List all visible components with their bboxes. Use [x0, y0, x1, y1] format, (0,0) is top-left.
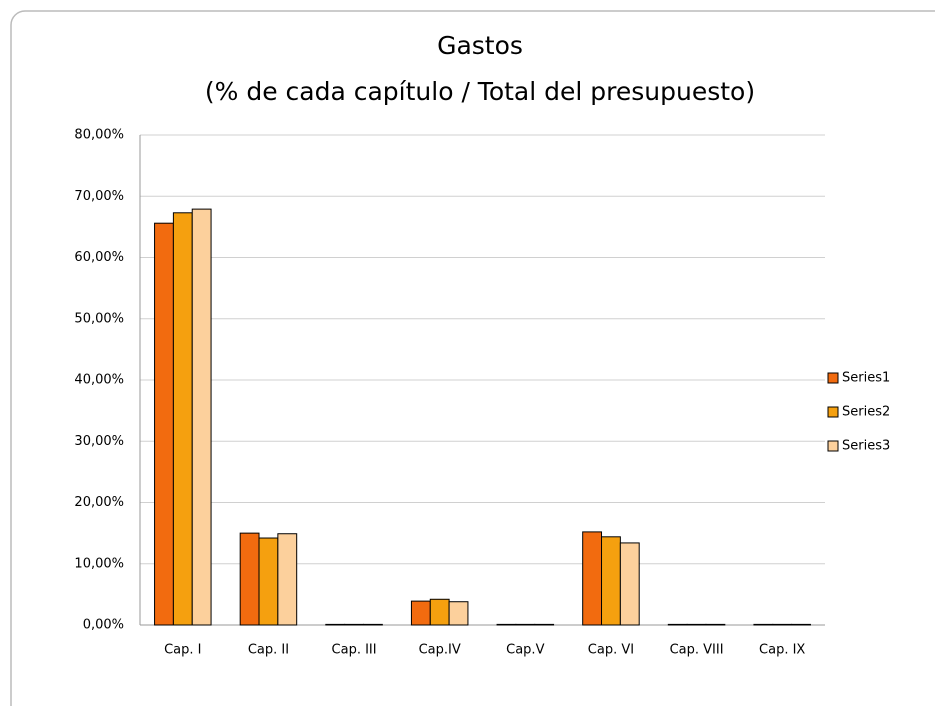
legend-label: Series2 — [842, 405, 890, 420]
bar — [362, 623, 383, 626]
x-tick-label: Cap.V — [506, 643, 544, 658]
bar — [772, 623, 793, 626]
bar — [705, 623, 726, 626]
x-tick-label: Cap. IX — [759, 643, 805, 658]
bar — [619, 542, 640, 626]
bar — [344, 623, 364, 626]
bar — [534, 623, 555, 626]
bar — [496, 623, 517, 626]
y-tick-label: 10,00% — [74, 556, 124, 571]
bar — [515, 623, 536, 626]
y-tick-label: 80,00% — [74, 128, 124, 143]
legend-swatch — [827, 406, 839, 418]
bar — [582, 531, 603, 626]
bar — [753, 623, 774, 626]
bar — [686, 623, 707, 626]
y-tick-label: 20,00% — [74, 495, 124, 510]
x-tick-label: Cap. VIII — [670, 643, 724, 658]
legend-label: Series1 — [842, 371, 890, 386]
x-tick-label: Cap. II — [248, 643, 289, 658]
y-tick-label: 50,00% — [74, 311, 124, 326]
chart-title: Gastos — [437, 31, 523, 60]
y-tick-label: 0,00% — [83, 618, 124, 633]
bar — [448, 601, 469, 626]
bar — [258, 537, 279, 626]
bar — [172, 212, 193, 626]
y-tick-label: 60,00% — [74, 250, 124, 265]
x-tick-label: Cap.IV — [419, 643, 461, 658]
y-tick-label: 40,00% — [74, 373, 124, 388]
y-tick-label: 30,00% — [74, 434, 124, 449]
bar — [277, 533, 298, 626]
bar — [791, 623, 811, 626]
x-tick-label: Cap. III — [332, 643, 377, 658]
bar — [191, 208, 212, 626]
legend-swatch — [827, 440, 839, 452]
bar — [410, 600, 431, 626]
legend-swatch — [827, 372, 839, 384]
bar — [429, 598, 450, 626]
bar — [601, 536, 621, 626]
bar — [239, 532, 260, 626]
legend-label: Series3 — [842, 439, 890, 454]
y-tick-label: 70,00% — [74, 189, 124, 204]
x-tick-label: Cap. I — [164, 643, 201, 658]
bar — [667, 623, 688, 626]
chart-subtitle: (% de cada capítulo / Total del presupue… — [205, 77, 755, 106]
x-tick-label: Cap. VI — [588, 643, 634, 658]
bar — [154, 222, 174, 626]
bar — [325, 623, 346, 626]
chart-frame — [10, 10, 935, 706]
